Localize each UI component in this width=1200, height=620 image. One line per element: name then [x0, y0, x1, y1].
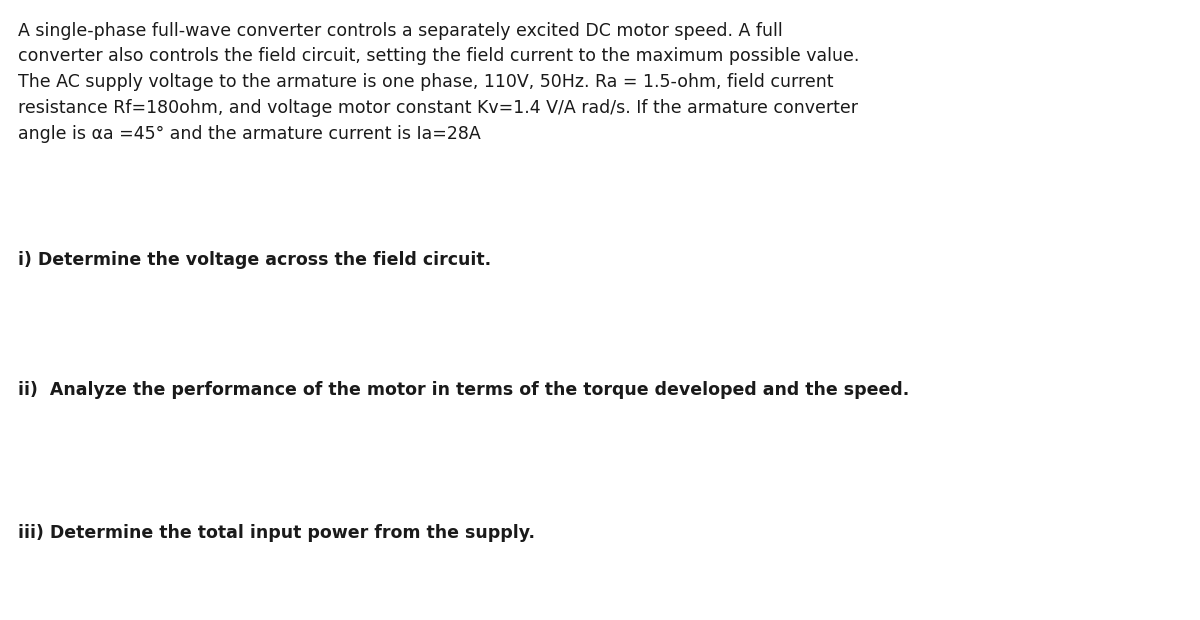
Text: i) Determine the voltage across the field circuit.: i) Determine the voltage across the fiel…: [18, 251, 491, 269]
Text: ii)  Analyze the performance of the motor in terms of the torque developed and t: ii) Analyze the performance of the motor…: [18, 381, 910, 399]
Text: A single-phase full-wave converter controls a separately excited DC motor speed.: A single-phase full-wave converter contr…: [18, 22, 859, 143]
Text: iii) Determine the total input power from the supply.: iii) Determine the total input power fro…: [18, 524, 535, 542]
